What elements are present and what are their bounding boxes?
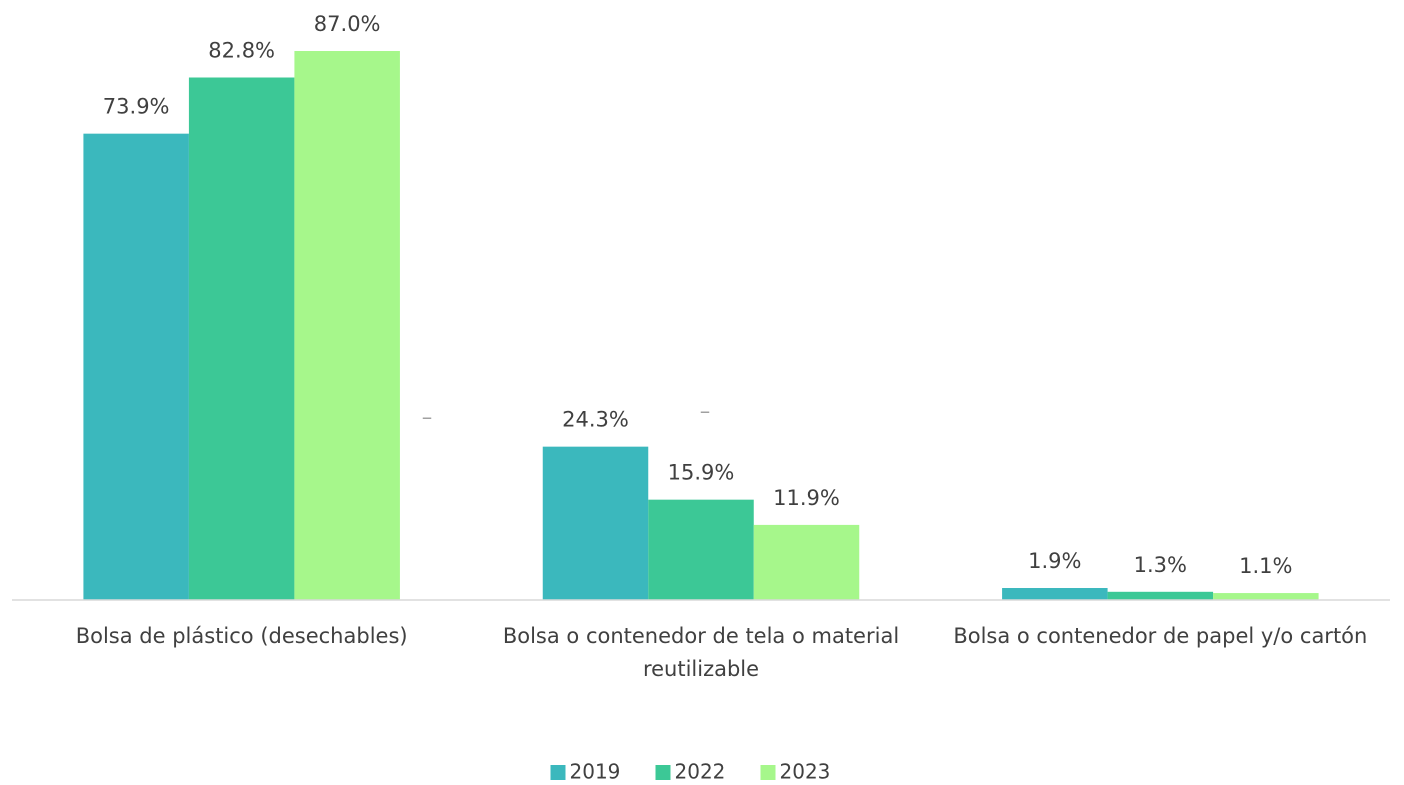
data-label: 24.3% <box>562 408 629 432</box>
bar <box>542 446 649 600</box>
data-label: 1.9% <box>1028 549 1081 573</box>
data-label: 1.3% <box>1134 553 1187 577</box>
bar <box>648 499 754 600</box>
bar <box>753 524 860 600</box>
data-label: 1.1% <box>1239 554 1292 578</box>
bar <box>1002 588 1108 600</box>
data-label: 11.9% <box>773 486 840 510</box>
legend-swatch <box>655 765 671 780</box>
legend-swatch <box>550 765 566 780</box>
bar <box>1107 591 1214 600</box>
legend-label: 2022 <box>675 760 726 784</box>
bar <box>294 51 400 600</box>
data-label: 82.8% <box>208 39 275 63</box>
legend-label: 2023 <box>780 760 831 784</box>
data-label: 87.0% <box>314 12 381 36</box>
bar <box>188 77 295 601</box>
bar <box>1213 593 1319 600</box>
data-label: 73.9% <box>103 95 170 119</box>
x-tick-label: Bolsa o contenedor de papel y/o cartón <box>953 624 1368 648</box>
data-label: 15.9% <box>668 461 735 485</box>
x-tick-label: Bolsa o contenedor de tela o material re… <box>502 624 900 681</box>
annotation: – <box>700 399 711 423</box>
legend-label: 2019 <box>570 760 621 784</box>
annotation: – <box>422 405 433 429</box>
x-tick-label: Bolsa de plástico (desechables) <box>75 624 408 648</box>
bar <box>83 133 189 600</box>
legend-swatch <box>760 765 776 780</box>
